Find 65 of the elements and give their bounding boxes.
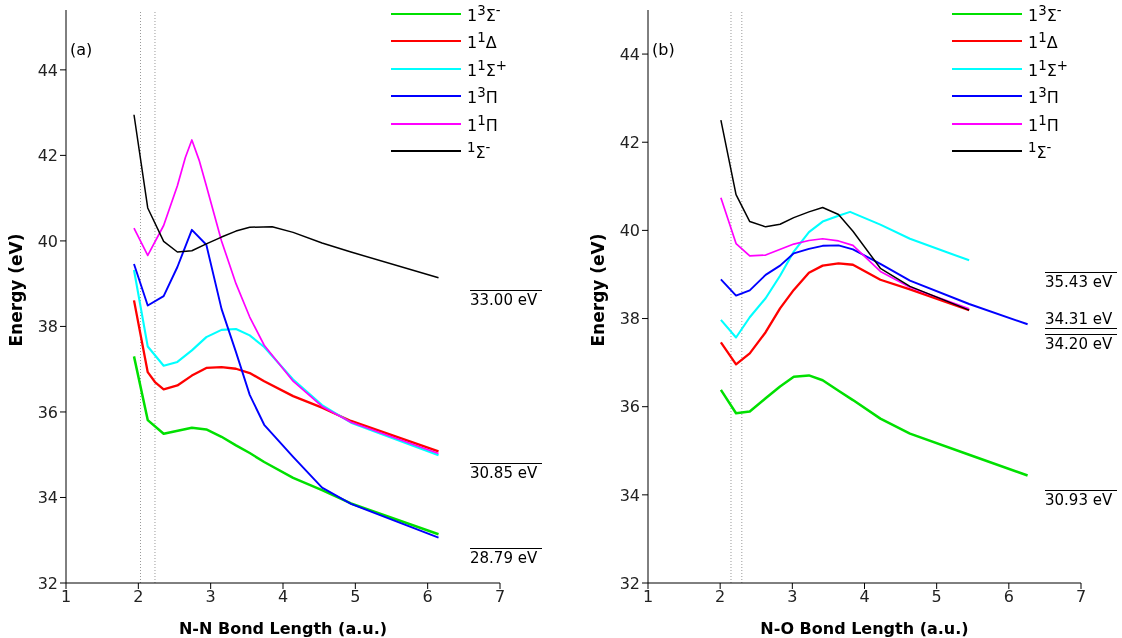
line-series [719, 210, 971, 339]
y-tick-label: 38 [37, 317, 58, 337]
x-tick-label: 3 [205, 587, 216, 607]
line-series [720, 119, 970, 311]
legend-label: $^{1}$Σ$^{-}$ [467, 140, 491, 163]
legend-label: 1$^{1}$Π [467, 112, 498, 135]
annotation: 34.31 eV [1045, 310, 1114, 328]
legend-label: 1$^{1}$Σ$^{+}$ [1028, 57, 1068, 80]
line-series [719, 244, 1029, 326]
legend-label: 1$^{1}$Δ [467, 30, 497, 53]
x-tick-label: 4 [859, 587, 870, 607]
annotation: 30.93 eV [1045, 491, 1114, 509]
y-axis-title: Energy (eV) [6, 233, 27, 347]
x-tick-label: 5 [350, 587, 361, 607]
legend-label: 1$^{3}$Σ$^{-}$ [467, 2, 501, 25]
y-tick-label: 36 [619, 397, 640, 417]
line-series [133, 114, 440, 279]
annotation: 33.00 eV [470, 291, 539, 309]
y-tick-label: 36 [37, 402, 58, 422]
y-tick-label: 40 [37, 231, 58, 251]
x-tick-label: 6 [422, 587, 433, 607]
legend-label: 1$^{1}$Δ [1028, 30, 1058, 53]
y-tick-label: 44 [37, 60, 58, 80]
y-tick-label: 42 [619, 132, 640, 152]
line-series [132, 355, 440, 536]
x-tick-label: 2 [715, 587, 726, 607]
line-series [132, 268, 440, 457]
line-series [132, 299, 440, 453]
line-series [133, 139, 440, 455]
annotation: 30.85 eV [470, 464, 539, 482]
legend-label: 1$^{3}$Π [1028, 85, 1059, 108]
y-tick-label: 34 [619, 485, 640, 505]
annotation: 35.43 eV [1045, 273, 1114, 291]
legend-label: 1$^{1}$Π [1028, 112, 1059, 135]
line-series [719, 262, 971, 366]
y-tick-label: 32 [37, 573, 58, 593]
legend-label: $^{1}$Σ$^{-}$ [1028, 140, 1052, 163]
x-tick-label: 1 [642, 587, 654, 607]
x-tick-label: 1 [60, 587, 72, 607]
y-tick-label: 42 [37, 146, 58, 166]
annotation: 34.20 eV [1045, 335, 1114, 353]
x-tick-label: 7 [1075, 587, 1087, 607]
y-tick-label: 40 [619, 221, 640, 241]
text: (a) [70, 40, 93, 59]
x-axis-title: N-N Bond Length (a.u.) [178, 619, 388, 638]
y-tick-label: 34 [37, 488, 58, 508]
line-series [720, 196, 970, 310]
text: (b) [652, 40, 675, 59]
x-tick-label: 7 [494, 587, 506, 607]
line-series [719, 374, 1029, 477]
x-tick-label: 3 [787, 587, 798, 607]
x-tick-label: 4 [277, 587, 289, 607]
x-tick-label: 2 [133, 587, 144, 607]
line-series [133, 228, 440, 539]
y-tick-label: 38 [619, 309, 640, 329]
annotation: 28.79 eV [470, 549, 539, 567]
legend-label: 1$^{1}$Σ$^{+}$ [467, 57, 507, 80]
y-tick-label: 44 [619, 44, 640, 64]
legend-label: 1$^{3}$Σ$^{-}$ [1028, 2, 1062, 25]
x-axis-title: N-O Bond Length (a.u.) [760, 619, 969, 638]
x-tick-label: 5 [931, 587, 942, 607]
y-axis-title: Energy (eV) [588, 233, 609, 347]
x-tick-label: 6 [1003, 587, 1014, 607]
y-tick-label: 32 [619, 573, 640, 593]
legend-label: 1$^{3}$Π [467, 85, 498, 108]
